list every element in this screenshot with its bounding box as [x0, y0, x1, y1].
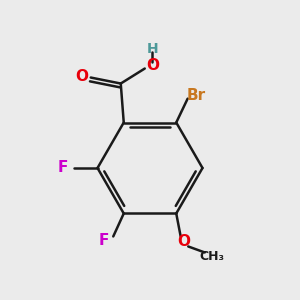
- Text: F: F: [99, 233, 110, 248]
- Text: F: F: [58, 160, 68, 175]
- Text: Br: Br: [186, 88, 205, 103]
- Text: O: O: [177, 235, 190, 250]
- Text: O: O: [75, 68, 88, 83]
- Text: H: H: [146, 42, 158, 56]
- Text: O: O: [146, 58, 159, 73]
- Text: CH₃: CH₃: [200, 250, 225, 263]
